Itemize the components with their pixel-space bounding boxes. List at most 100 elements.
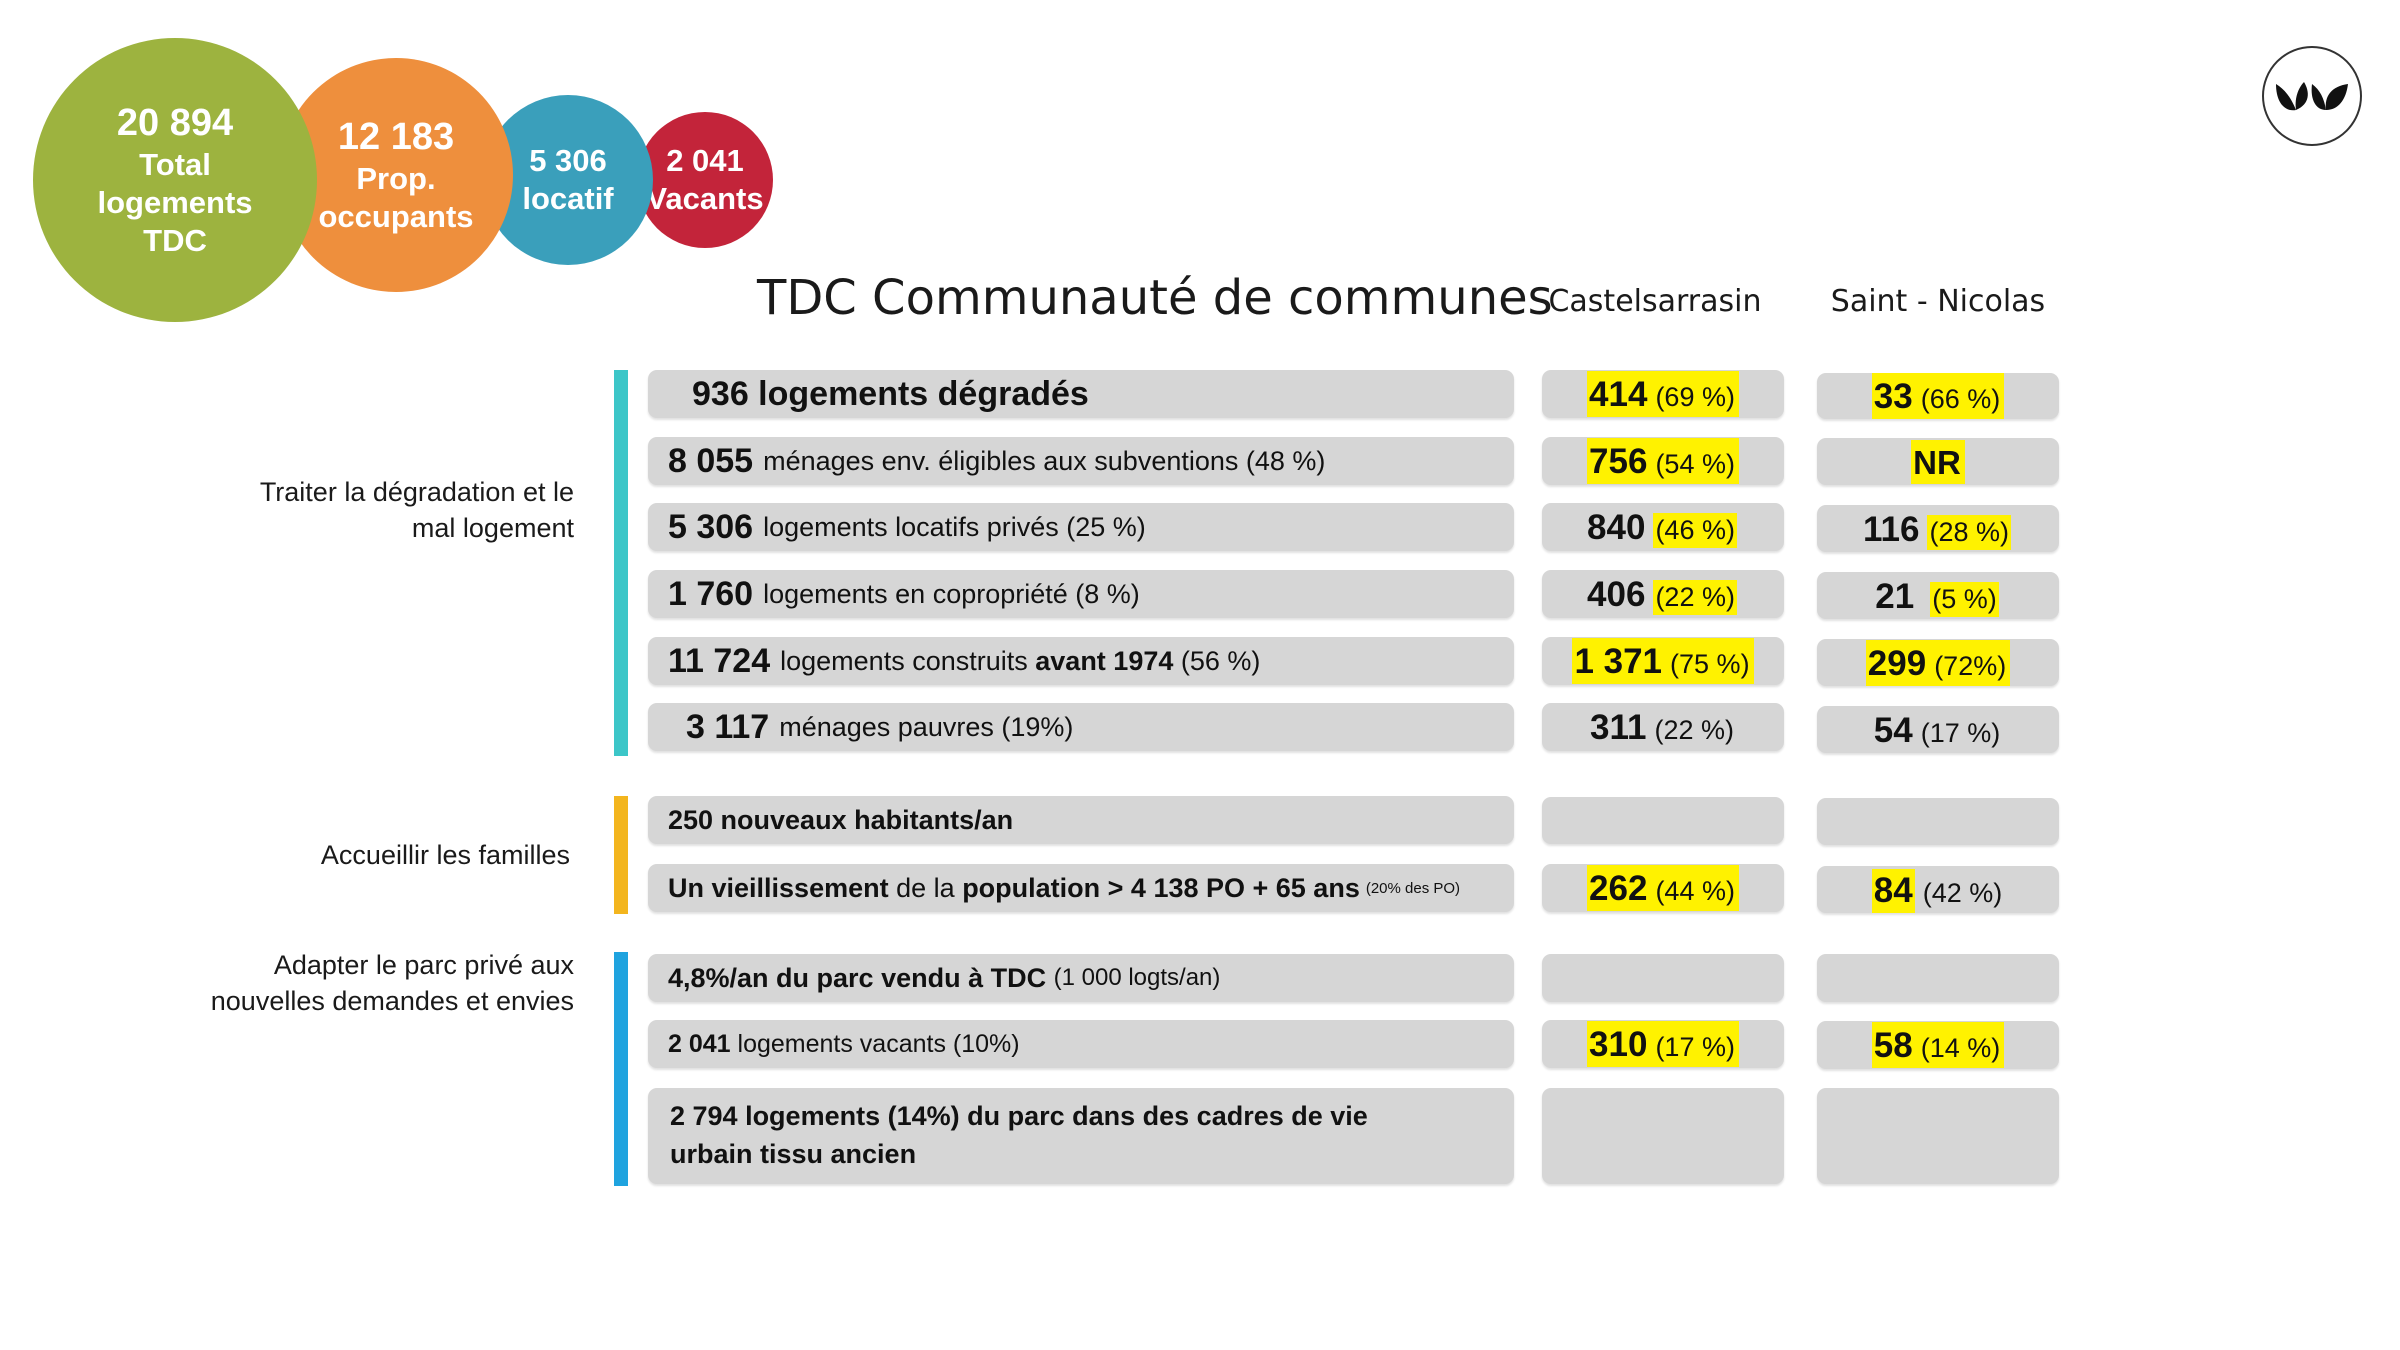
cell-saint-nicolas: 116 (28 %)	[1817, 505, 2059, 552]
cell-castelsarrasin: 262 (44 %)	[1542, 864, 1784, 912]
cell-saint-nicolas: 58 (14 %)	[1817, 1021, 2059, 1069]
bubble-proprietaires-occupants: 12 183 Prop. occupants	[279, 58, 513, 292]
row-vieillissement: Un vieillissement de la population > 4 1…	[648, 864, 1514, 912]
value-group: 406 (22 %)	[1585, 571, 1741, 617]
row-text: logements locatifs privés (25 %)	[763, 511, 1146, 542]
value-group: 21 (5 %)	[1873, 573, 2002, 619]
bubble-value: 2 041	[666, 143, 744, 179]
section-label-line: Traiter la dégradation et le	[259, 477, 574, 507]
row-value: 3 117	[686, 707, 770, 746]
leaves-logo-icon	[2276, 82, 2348, 111]
cell-percent: (17 %)	[1920, 717, 2001, 748]
cell-value: 116	[1863, 509, 1920, 549]
row-bold-text: 2 041	[668, 1029, 731, 1058]
row-menages-eligibles: 8 055 ménages env. éligibles aux subvent…	[648, 437, 1514, 485]
cell-percent: (72%)	[1934, 650, 2007, 681]
highlight: 414 (69 %)	[1587, 371, 1739, 417]
value-group: 116 (28 %)	[1861, 506, 2015, 552]
bubble-label: Total	[139, 147, 211, 183]
column-title-saint-nicolas: Saint - Nicolas	[1830, 284, 2046, 319]
row-small-text: (20% des PO)	[1365, 879, 1461, 897]
cell-value: 21	[1875, 576, 1915, 616]
cell-value: 33	[1873, 377, 1913, 416]
cell-percent: (46 %)	[1653, 513, 1737, 548]
row-cadres-de-vie: 2 794 logements (14%) du parc dans des c…	[648, 1088, 1514, 1184]
row-bold-text: Un vieillissement	[668, 872, 889, 903]
row-bold-text: 2 794 logements (14%) du parc dans des c…	[670, 1101, 1368, 1169]
section-label-adapter: Adapter le parc privé aux nouvelles dema…	[54, 947, 574, 1020]
highlight: NR	[1911, 439, 1965, 484]
cell-value: 84	[1871, 868, 1915, 913]
cell-percent: (54 %)	[1655, 449, 1735, 479]
row-bold-text: avant 1974	[1035, 645, 1174, 676]
cell-value: 311	[1590, 708, 1647, 747]
cell-castelsarrasin: 310 (17 %)	[1542, 1020, 1784, 1068]
cell-percent: (44 %)	[1655, 876, 1735, 906]
row-bold-text: 250 nouveaux habitants/an	[668, 804, 1014, 835]
cell-castelsarrasin: 1 371 (75 %)	[1542, 637, 1784, 685]
bubble-label: locatif	[522, 181, 614, 216]
cell-percent: (22 %)	[1653, 580, 1737, 615]
section-label-line: nouvelles demandes et envies	[210, 986, 574, 1017]
section-bar-degradation	[614, 370, 628, 756]
cell-saint-nicolas: NR	[1817, 438, 2059, 485]
cell-percent: (42 %)	[1922, 877, 2003, 908]
value-group: 311 (22 %)	[1588, 704, 1738, 750]
cell-saint-nicolas: 21 (5 %)	[1817, 572, 2059, 619]
cell-value: 1 371	[1574, 642, 1663, 681]
row-menages-pauvres: 3 117 ménages pauvres (19%)	[648, 703, 1514, 751]
section-label-line: Accueillir les familles	[320, 840, 570, 870]
cell-castelsarrasin-empty	[1542, 1088, 1784, 1184]
cell-castelsarrasin-empty	[1542, 797, 1784, 844]
row-value: 5 306	[668, 507, 754, 546]
section-bar-familles	[614, 796, 628, 914]
bubble-value: 5 306	[529, 143, 607, 179]
cell-value: 262	[1589, 869, 1648, 908]
cell-percent: (14 %)	[1920, 1033, 2001, 1063]
brand-logo	[2262, 46, 2362, 146]
row-text: ménages pauvres (19%)	[779, 711, 1074, 742]
row-value: 1 760	[668, 574, 754, 613]
row-text: logements en copropriété (8 %)	[763, 578, 1140, 609]
row-text: logements vacants (10%)	[737, 1029, 1020, 1058]
row-copropriete: 1 760 logements en copropriété (8 %)	[648, 570, 1514, 618]
bubble-value: 20 894	[116, 102, 234, 145]
cell-value: 406	[1587, 575, 1646, 614]
section-bar-adapter	[614, 952, 628, 1186]
row-bold-text: 4,8%/an du parc vendu à TDC	[668, 962, 1047, 993]
row-bold-text: population > 4 138 PO + 65 ans	[962, 872, 1360, 903]
section-label-line: Adapter le parc privé aux	[273, 950, 574, 980]
cell-castelsarrasin: 756 (54 %)	[1542, 437, 1784, 485]
row-nouveaux-habitants: 250 nouveaux habitants/an	[648, 796, 1514, 844]
cell-castelsarrasin-empty	[1542, 954, 1784, 1002]
cell-percent: (5 %)	[1930, 581, 1999, 617]
section-label-degradation: Traiter la dégradation et le mal logemen…	[54, 474, 574, 547]
row-value: 8 055	[668, 441, 754, 480]
bubble-label: logements	[97, 185, 253, 221]
row-text: logements construits	[780, 645, 1028, 676]
bubble-label: Vacants	[646, 181, 764, 216]
highlight: 262 (44 %)	[1587, 865, 1739, 911]
bubble-value: 12 183	[337, 116, 455, 158]
cell-percent: (75 %)	[1670, 649, 1750, 679]
cell-percent: (17 %)	[1655, 1032, 1735, 1062]
row-logements-degrades: 936 logements dégradés	[648, 370, 1514, 418]
cell-saint-nicolas: 84 (42 %)	[1817, 866, 2059, 913]
highlight: 1 371 (75 %)	[1572, 638, 1754, 684]
highlight: 310 (17 %)	[1587, 1021, 1739, 1067]
highlight: 33 (66 %)	[1871, 373, 2005, 419]
cell-percent: (66 %)	[1920, 384, 2001, 414]
cell-value: 58	[1873, 1026, 1913, 1065]
highlight: 58 (14 %)	[1871, 1022, 2005, 1068]
cell-percent: (28 %)	[1927, 514, 2011, 550]
cell-value: 414	[1589, 375, 1648, 414]
row-value: 11 724	[668, 641, 771, 680]
value-group: 84 (42 %)	[1870, 865, 2006, 915]
row-value: 936 logements dégradés	[692, 374, 1089, 413]
row-text: (1 000 logts/an)	[1053, 964, 1221, 991]
bubble-label: Prop.	[356, 161, 436, 197]
cell-percent: (22 %)	[1654, 715, 1734, 745]
cell-percent: (69 %)	[1655, 382, 1735, 412]
bubble-label: TDC	[143, 223, 207, 259]
cell-value: 299	[1867, 643, 1927, 683]
